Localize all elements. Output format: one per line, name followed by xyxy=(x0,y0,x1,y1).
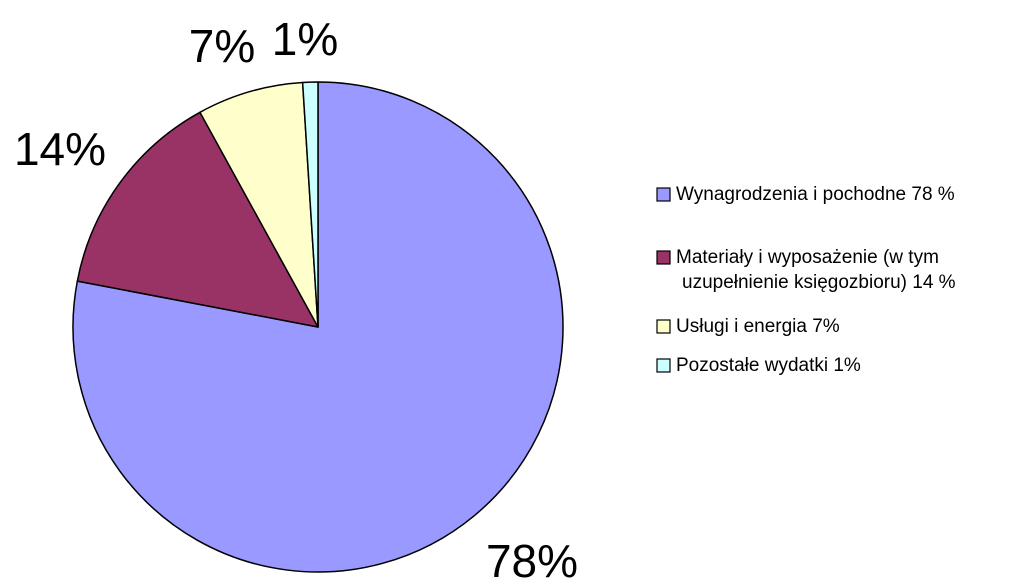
legend-swatch-materialy xyxy=(656,250,671,265)
legend-label-wynagrodzenia: Wynagrodzenia i pochodne 78 % xyxy=(676,184,955,205)
pie-slice-uslugi xyxy=(199,81,319,328)
legend-item-pozostale: Pozostałe wydatki 1% xyxy=(656,355,861,376)
data-label-uslugi: 7% xyxy=(189,20,255,72)
legend-label-uslugi: Usługi i energia 7% xyxy=(676,316,840,337)
legend-item-wynagrodzenia: Wynagrodzenia i pochodne 78 % xyxy=(656,184,955,205)
chart-legend: Wynagrodzenia i pochodne 78 % Materiały i… xyxy=(656,184,956,376)
legend-label-materialy-line-2: uzupełnienie księgozbioru) 14 % xyxy=(682,272,956,293)
data-label-pozostale: 1% xyxy=(272,13,338,65)
legend-item-uslugi: Usługi i energia 7% xyxy=(656,316,840,337)
legend-swatch-wynagrodzenia xyxy=(656,187,671,202)
data-label-materialy: 14% xyxy=(14,123,106,175)
pie-slice-materialy xyxy=(76,111,319,328)
legend-swatch-pozostale xyxy=(656,358,671,373)
legend-swatch-uslugi xyxy=(656,319,671,334)
data-label-wynagrodzenia: 78% xyxy=(486,535,578,585)
legend-label-materialy-line-1: Materiały i wyposażenie (w tym xyxy=(676,247,939,268)
legend-label-pozostale: Pozostałe wydatki 1% xyxy=(676,355,861,376)
legend-item-materialy: Materiały i wyposażenie (w tym uzupełnien… xyxy=(656,247,956,293)
pie-slice-pozostale xyxy=(301,81,319,328)
pie-slices xyxy=(72,81,564,573)
pie-data-labels: 78% 14% 7% 1% xyxy=(14,13,578,585)
